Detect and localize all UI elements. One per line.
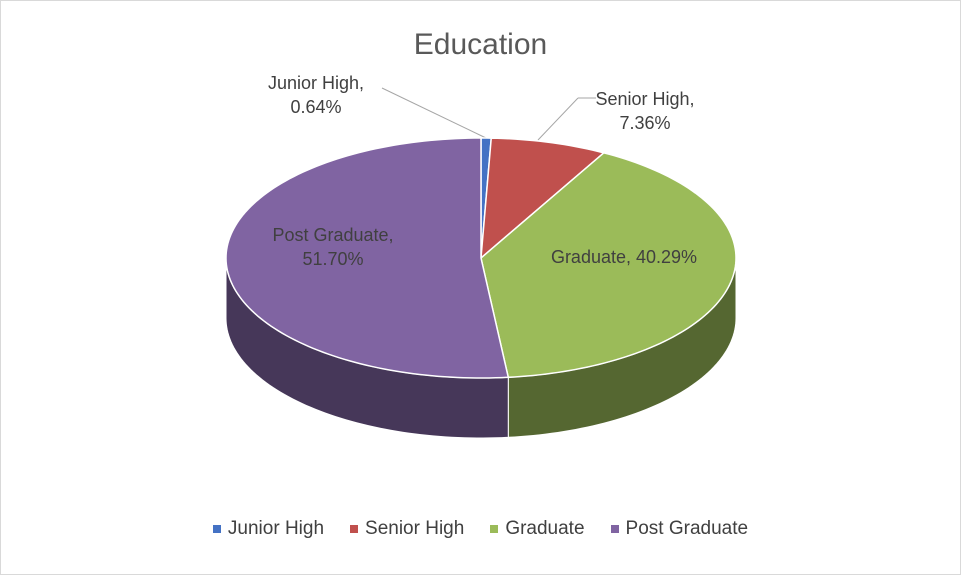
legend-item: Post Graduate bbox=[610, 518, 749, 540]
legend-swatch bbox=[350, 525, 359, 533]
legend-item: Junior High bbox=[212, 518, 325, 540]
data-label: Senior High, 7.36% bbox=[595, 89, 695, 133]
legend-label: Graduate bbox=[505, 518, 585, 539]
legend-label: Senior High bbox=[365, 518, 465, 539]
pie-tops bbox=[225, 137, 737, 379]
pie bbox=[225, 137, 737, 439]
pie-slice bbox=[225, 137, 510, 379]
legend-swatch bbox=[212, 525, 221, 533]
pie-slice bbox=[480, 152, 737, 379]
leader-line bbox=[537, 97, 579, 141]
legend: Junior High Senior High Graduate Post Gradu… bbox=[0, 518, 961, 540]
legend-label: Post Graduate bbox=[625, 518, 749, 539]
legend-item: Graduate bbox=[490, 518, 585, 540]
chart-title: Education bbox=[413, 28, 548, 61]
data-label: Post Graduate, 51.70% bbox=[272, 225, 394, 269]
legend-label: Junior High bbox=[227, 518, 325, 539]
legend-swatch bbox=[490, 525, 499, 533]
data-label: Graduate, 40.29% bbox=[550, 247, 698, 267]
pie-slice bbox=[480, 137, 606, 260]
legend-item: Senior High bbox=[350, 518, 464, 540]
leader-line bbox=[381, 87, 487, 139]
data-label: Junior High, 0.64% bbox=[267, 73, 365, 117]
legend-swatch bbox=[610, 525, 619, 533]
